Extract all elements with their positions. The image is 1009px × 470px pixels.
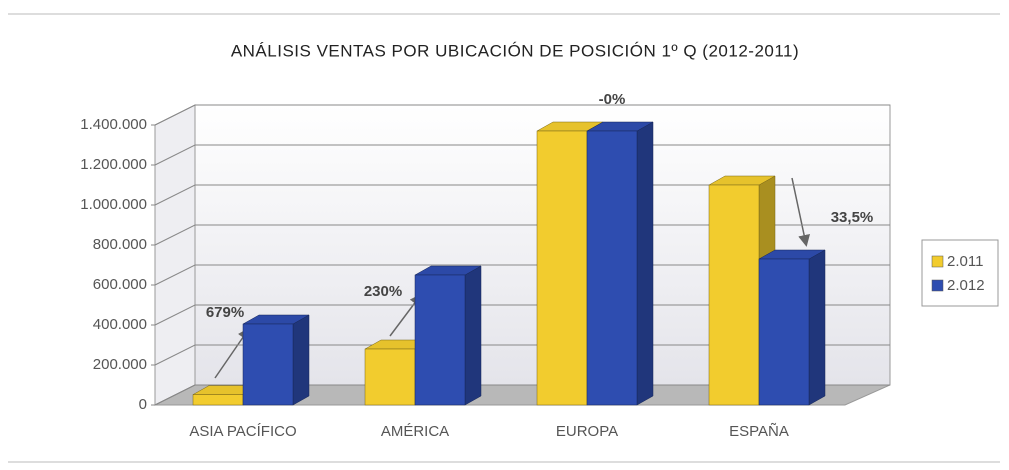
legend-label: 2.012 [947,277,985,294]
y-tick-label: 1.000.000 [80,196,147,213]
grid-line [154,264,890,286]
grid-line [154,344,890,366]
grid-line [154,104,890,126]
legend-swatch [931,279,944,292]
x-tick-label: ASIA PACÍFICO [189,423,296,440]
annotation: -0% [599,91,626,108]
legend-label: 2.011 [947,253,983,270]
x-tick-label: EUROPA [556,423,618,440]
arrow [214,327,250,379]
annotation: 679% [206,304,244,321]
bar-side [636,121,654,406]
bar-side [292,314,310,406]
y-tick-label: 600.000 [93,276,147,293]
chart-title: ANÁLISIS VENTAS POR UBICACIÓN DE POSICIÓ… [231,41,799,60]
x-tick-label: ESPAÑA [729,423,789,440]
grid-line [154,144,890,166]
grid-line [154,224,890,246]
y-tick-label: 1.400.000 [80,116,147,133]
side-wall [154,104,196,406]
bar-side [464,265,482,406]
bar [192,394,244,406]
bar-side [808,249,826,406]
bar [758,258,810,406]
y-tick-label: 200.000 [93,356,147,373]
y-tick-label: 0 [139,396,147,413]
bar [242,323,294,406]
bar [414,274,466,406]
bar [364,348,416,406]
legend [921,239,999,307]
y-tick-label: 800.000 [93,236,147,253]
grid-line [154,304,890,326]
arrow [791,177,811,247]
x-tick-label: AMÉRICA [381,423,449,440]
bar [536,130,588,406]
annotation: 33,5% [831,209,874,226]
annotation: 230% [364,283,402,300]
legend-swatch [931,255,944,268]
bar [708,184,760,406]
grid-line [154,384,890,406]
y-tick-label: 1.200.000 [80,156,147,173]
grid-line [154,184,890,206]
y-tick-label: 400.000 [93,316,147,333]
bar [586,130,638,406]
